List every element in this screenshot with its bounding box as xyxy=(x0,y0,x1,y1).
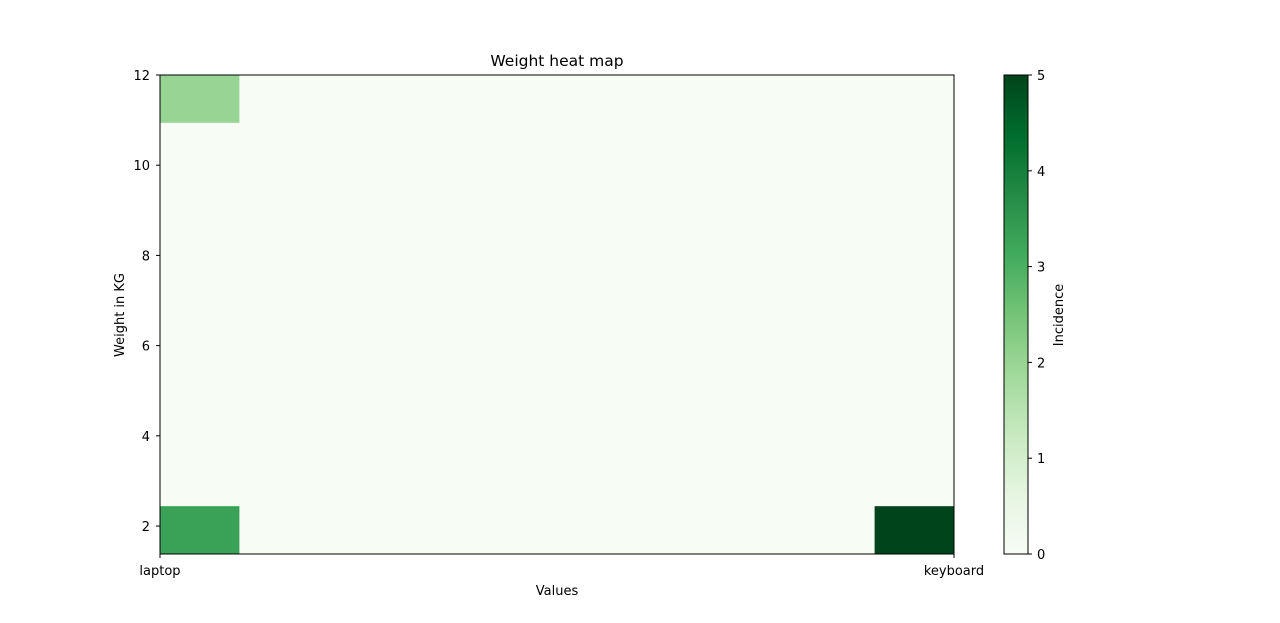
y-tick-label: 8 xyxy=(142,249,150,264)
y-axis-label: Weight in KG xyxy=(113,273,128,357)
y-tick-label: 2 xyxy=(142,520,150,535)
y-tick-label: 6 xyxy=(142,340,150,355)
colorbar-tick-label: 0 xyxy=(1037,548,1045,563)
x-axis-ticks: laptop keyboard xyxy=(139,554,984,579)
chart-title: Weight heat map xyxy=(490,52,623,70)
x-tick-label: laptop xyxy=(139,564,180,579)
colorbar-tick-label: 5 xyxy=(1037,69,1045,84)
colorbar-ticks: 0 1 2 3 4 5 xyxy=(1028,69,1045,563)
colorbar-tick-label: 4 xyxy=(1037,165,1045,180)
colorbar-tick-label: 2 xyxy=(1037,356,1045,371)
y-tick-label: 12 xyxy=(133,69,150,84)
heatmap-cell-1 xyxy=(160,506,240,554)
colorbar-label: Incidence xyxy=(1052,284,1067,346)
heatmap-cell-2 xyxy=(874,506,954,554)
y-tick-label: 4 xyxy=(142,430,150,445)
x-axis-label: Values xyxy=(536,584,579,599)
colorbar xyxy=(1003,74,1029,555)
x-tick-label: keyboard xyxy=(924,564,984,579)
heatmap-cell-0 xyxy=(160,75,240,123)
y-tick-label: 10 xyxy=(133,159,150,174)
plot-frame xyxy=(159,74,955,555)
y-axis-ticks: 2 4 6 8 10 12 xyxy=(133,69,160,535)
colorbar-tick-label: 1 xyxy=(1037,452,1045,467)
heatmap-cells xyxy=(160,75,954,554)
plot-background xyxy=(160,75,954,554)
colorbar-tick-label: 3 xyxy=(1037,261,1045,276)
